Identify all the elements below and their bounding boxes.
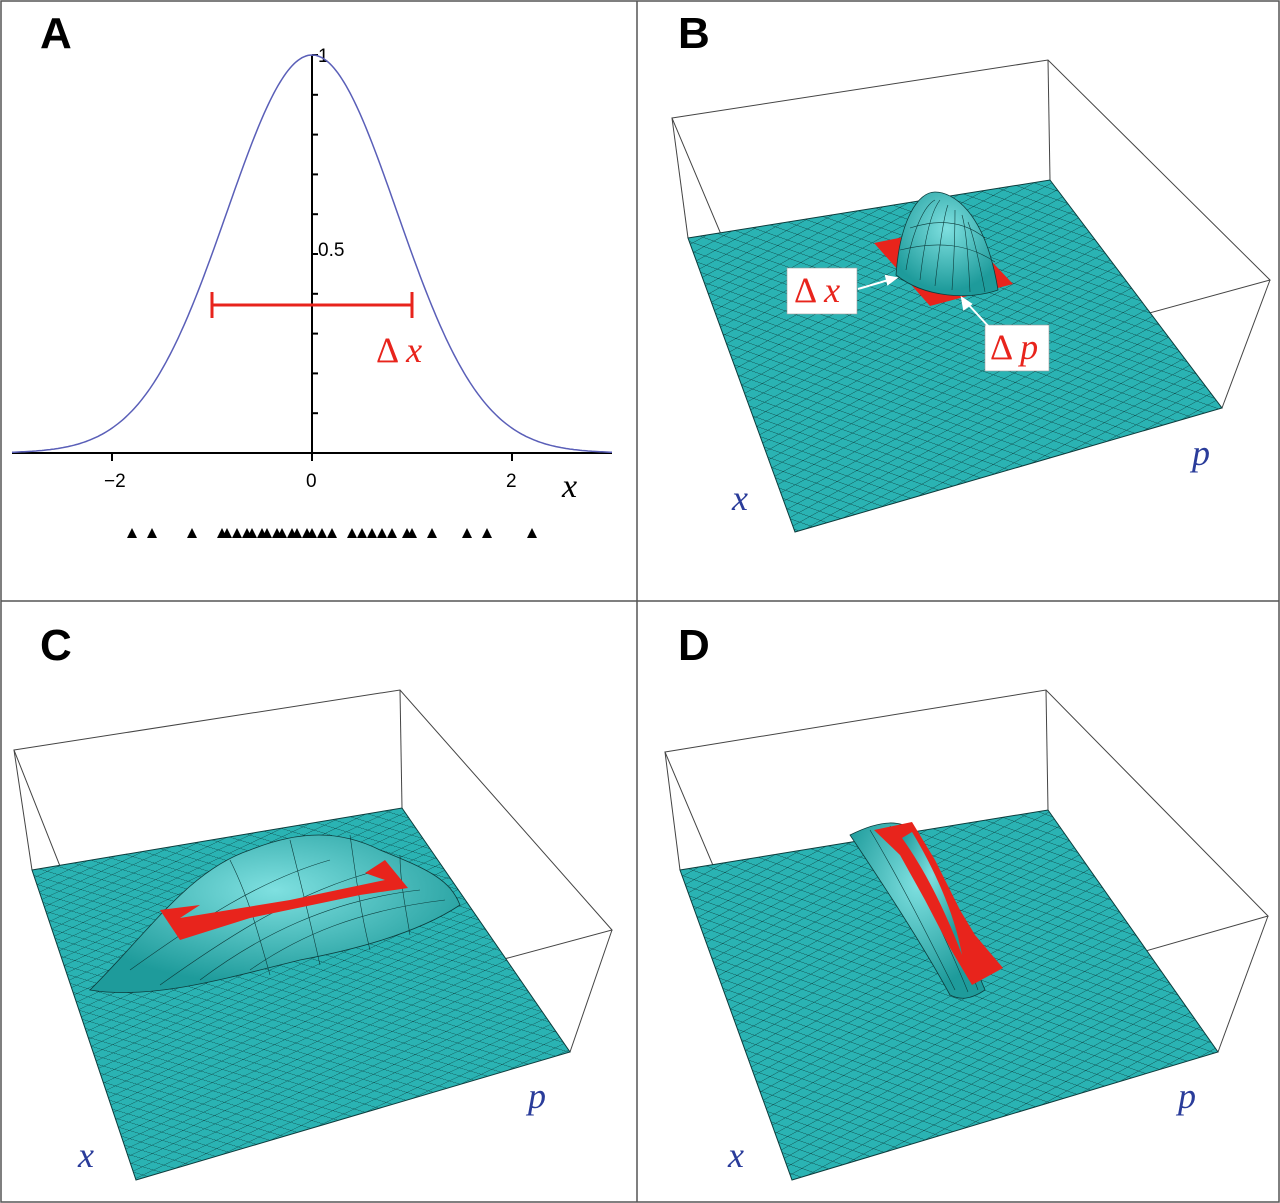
panel-c-label: C: [40, 621, 72, 670]
ridge-fold: [902, 832, 962, 955]
gaussian-curve: [12, 54, 612, 453]
p-axis-variable: p: [525, 1076, 546, 1116]
sample-marker: [407, 528, 417, 538]
wigner-peak: [89, 834, 461, 994]
width-marker: [210, 292, 414, 318]
p-axis-variable: p: [1189, 433, 1210, 473]
x-tick-label: −2: [104, 471, 126, 492]
peak-mesh: [129, 834, 446, 986]
panel-a: A −2 0 2 0.5 1 x Δ x: [12, 9, 612, 538]
delta-x-label: Δ x: [794, 270, 840, 310]
pointer-arrows: [857, 274, 991, 329]
sample-marker: [347, 528, 357, 538]
panel-d: D x p: [664, 621, 1269, 1181]
sample-marker: [222, 528, 232, 538]
delta-x-label: Δ x: [376, 330, 422, 370]
x-tick-label: 2: [506, 471, 517, 492]
uncertainty-region: [160, 860, 408, 940]
x-axis-variable: x: [77, 1135, 94, 1175]
x-axis-variable: x: [731, 478, 748, 518]
y-ticks: [312, 54, 318, 415]
panel-d-label: D: [678, 621, 710, 670]
x-ticks: [111, 453, 513, 461]
sample-marker: [127, 528, 137, 538]
sample-marker: [187, 528, 197, 538]
sample-marker: [292, 528, 302, 538]
sample-marker: [317, 528, 327, 538]
sample-marker: [387, 528, 397, 538]
dp-label-box: [984, 324, 1050, 372]
delta-p-label: Δ p: [990, 327, 1038, 367]
y-tick-label: 0.5: [318, 240, 344, 261]
sample-marker: [357, 528, 367, 538]
dx-label-box: [786, 267, 858, 315]
panel-c: C x p: [13, 621, 613, 1181]
sample-marker: [247, 528, 257, 538]
sample-marker: [482, 528, 492, 538]
sample-marker: [327, 528, 337, 538]
sample-marker: [377, 528, 387, 538]
sample-marker: [277, 528, 287, 538]
phase-space-surface: [679, 809, 1219, 1181]
sample-markers: [127, 528, 537, 538]
peak-mesh: [899, 199, 996, 293]
sample-marker: [527, 528, 537, 538]
panel-b: B Δ x Δ p: [671, 9, 1271, 533]
panel-b-label: B: [678, 9, 710, 58]
sample-marker: [232, 528, 242, 538]
y-tick-label: 1: [318, 46, 329, 67]
panel-a-label: A: [40, 9, 72, 58]
x-axis-variable: x: [561, 468, 577, 505]
p-axis-variable: p: [1175, 1076, 1196, 1116]
x-axis-variable: x: [727, 1135, 744, 1175]
sample-marker: [147, 528, 157, 538]
sample-marker: [367, 528, 377, 538]
sample-marker: [307, 528, 317, 538]
uncertainty-region: [874, 822, 1003, 985]
x-tick-label: 0: [306, 471, 317, 492]
sample-marker: [427, 528, 437, 538]
sample-marker: [262, 528, 272, 538]
sample-marker: [462, 528, 472, 538]
